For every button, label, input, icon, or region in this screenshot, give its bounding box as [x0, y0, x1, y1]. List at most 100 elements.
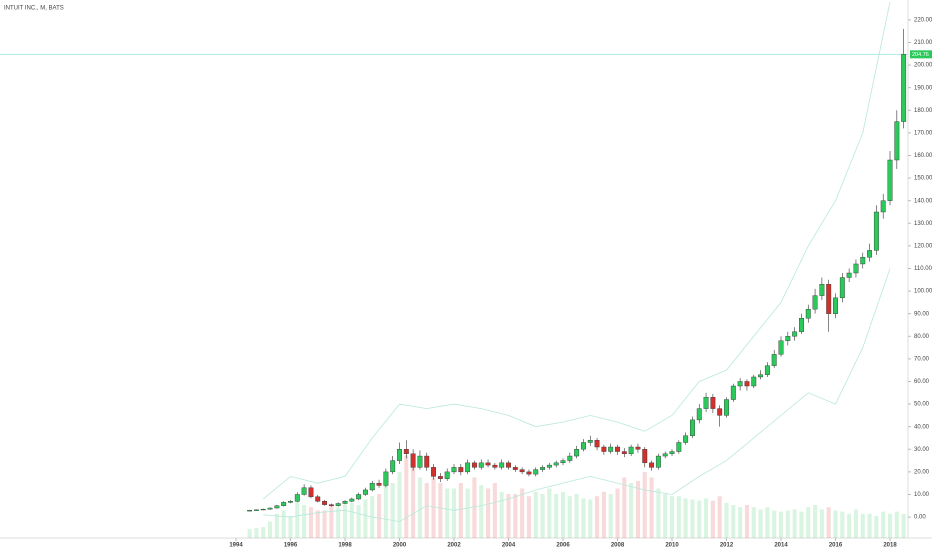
volume-bar	[302, 505, 307, 538]
volume-bar	[479, 485, 484, 538]
volume-bar	[887, 513, 893, 538]
y-tick-label: 80.00	[914, 334, 930, 340]
volume-bar	[417, 477, 422, 538]
candle-body	[315, 496, 321, 502]
y-tick-label: 180.00	[914, 108, 932, 114]
volume-bar	[744, 505, 749, 538]
volume-bar	[295, 499, 300, 538]
volume-bar	[615, 488, 620, 538]
candle-body	[342, 501, 348, 504]
volume-bar	[363, 499, 368, 538]
volume-bar	[663, 494, 668, 538]
candle-body	[376, 482, 382, 486]
candle-body	[451, 467, 457, 473]
volume-bar	[547, 488, 552, 538]
candle-body	[669, 451, 675, 454]
candle-body	[819, 284, 825, 296]
volume-bar	[778, 511, 784, 538]
volume-bar	[710, 500, 715, 538]
volume-bar	[472, 477, 477, 538]
candle-body	[642, 449, 648, 464]
candle-body	[683, 435, 689, 443]
volume-bar	[581, 498, 586, 538]
volume-bar	[431, 477, 436, 538]
candle-body	[444, 471, 450, 479]
candle-body	[519, 469, 525, 473]
y-tick-label: 210.00	[914, 40, 932, 46]
x-tick-label: 2008	[611, 543, 625, 549]
candle-body	[288, 501, 293, 503]
volume-bar	[274, 513, 279, 538]
volume-bar	[560, 491, 566, 538]
candle-body	[574, 449, 580, 457]
candle-body	[771, 354, 777, 366]
volume-bar	[629, 483, 634, 538]
candle-body	[901, 54, 907, 122]
volume-bar	[833, 510, 838, 538]
volume-bar	[554, 494, 559, 538]
candle-body	[615, 446, 620, 452]
y-tick-label: 220.00	[914, 17, 932, 23]
x-tick-label: 1994	[229, 543, 243, 549]
volume-bar	[799, 511, 804, 538]
candle-body	[580, 442, 586, 450]
volume-bar	[826, 507, 831, 538]
candle-body	[506, 462, 511, 468]
candle-body	[465, 462, 471, 473]
candle-body	[267, 507, 273, 510]
volume-bar	[697, 500, 702, 538]
volume-bar	[608, 494, 613, 538]
candle-body	[253, 509, 259, 511]
x-tick-label: 2014	[774, 543, 788, 549]
candle-body	[485, 462, 491, 466]
volume-bar	[349, 502, 354, 538]
volume-bar	[704, 498, 709, 538]
candle-body	[792, 331, 798, 337]
x-tick-label: 2010	[665, 543, 679, 549]
volume-bar	[465, 488, 470, 538]
candle-body	[799, 317, 804, 332]
candle-body	[696, 408, 702, 421]
volume-bar	[724, 502, 729, 538]
volume-bar	[656, 488, 661, 538]
candle-body	[867, 250, 873, 258]
candle-body	[853, 263, 859, 274]
candle-body	[335, 503, 341, 506]
candle-body	[717, 408, 723, 416]
candle-body	[737, 381, 743, 387]
candle-body	[512, 467, 518, 470]
volume-bar	[254, 528, 259, 538]
candle-body	[274, 505, 280, 509]
volume-bar	[342, 505, 348, 538]
x-tick-label: 2012	[720, 543, 734, 549]
volume-bar	[731, 505, 736, 538]
y-tick-label: 20.00	[914, 469, 930, 475]
y-tick-label: 110.00	[914, 266, 932, 272]
candle-body	[710, 397, 716, 409]
volume-bar	[683, 498, 688, 538]
volume-bar	[840, 511, 845, 538]
volume-bar	[322, 510, 327, 538]
volume-bar	[669, 496, 675, 538]
y-tick-label: 40.00	[914, 424, 930, 430]
volume-bar	[492, 483, 497, 538]
candle-body	[635, 446, 641, 450]
volume-bar	[567, 496, 572, 538]
candle-body	[621, 451, 627, 454]
volume-bar	[772, 510, 777, 538]
volume-bar	[390, 483, 395, 538]
volume-bar	[438, 483, 443, 538]
x-tick-label: 2000	[393, 543, 407, 549]
volume-bar	[642, 472, 647, 538]
candle-body	[894, 121, 900, 161]
candle-body	[260, 508, 266, 511]
candle-body	[873, 211, 879, 251]
y-tick-label: 30.00	[914, 447, 930, 453]
y-tick-label: 160.00	[914, 153, 932, 159]
volume-bar	[404, 455, 409, 538]
candle-body	[471, 462, 477, 468]
candle-body	[410, 453, 416, 468]
volume-bar	[813, 505, 818, 538]
